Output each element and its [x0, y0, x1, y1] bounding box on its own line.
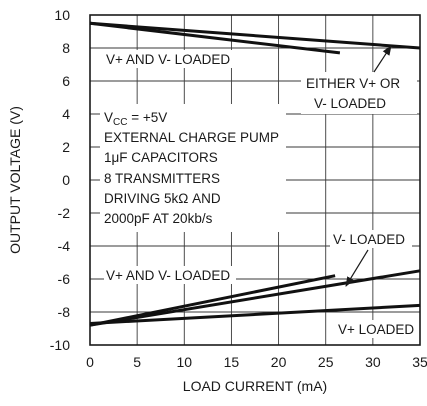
annotation-vplus-vminus-loaded-bottom: V+ AND V- LOADED	[106, 268, 230, 283]
y-tick-label: -4	[58, 238, 71, 254]
x-tick-label: 35	[412, 354, 427, 370]
x-tick-labels: 0 5 10 15 20 25 30 35	[86, 354, 427, 370]
x-tick-label: 15	[224, 354, 240, 370]
annotation-either-line1: EITHER V+ OR	[306, 76, 400, 91]
x-tick-label: 5	[133, 354, 141, 370]
series-line-1	[89, 21, 341, 55]
x-tick-label: 0	[86, 354, 94, 370]
series-line-2	[89, 21, 421, 50]
annotation-arrow-vminus	[345, 249, 369, 287]
y-axis-title: OUTPUT VOLTAGE (V)	[7, 106, 23, 254]
series-lines	[89, 21, 421, 327]
x-axis-title: LOAD CURRENT (mA)	[183, 378, 327, 394]
annotation-charge-pump: EXTERNAL CHARGE PUMP	[104, 130, 279, 145]
annotation-bg-either	[301, 72, 417, 114]
y-tick-label: -10	[50, 337, 70, 353]
annotation-2000pf: 2000pF AT 20kb/s	[104, 211, 213, 226]
annotation-driving: DRIVING 5kΩ AND	[104, 191, 221, 206]
x-tick-label: 30	[365, 354, 381, 370]
annotation-vminus-loaded: V- LOADED	[333, 232, 405, 247]
x-tick-label: 10	[176, 354, 192, 370]
x-tick-label: 25	[318, 354, 334, 370]
annotation-arrow-either	[373, 45, 392, 73]
y-tick-label: -8	[58, 304, 71, 320]
plot-frame	[89, 14, 421, 346]
series-line-4	[89, 269, 421, 327]
annotation-bg-vplus-vminus-top	[104, 50, 236, 68]
y-tick-label: 4	[62, 106, 70, 122]
y-tick-label: 2	[62, 139, 70, 155]
y-tick-label: -6	[58, 271, 71, 287]
y-tick-label: 10	[54, 7, 70, 23]
annotation-vplus-vminus-loaded-top: V+ AND V- LOADED	[106, 52, 230, 67]
annotation-bg-vplus-vminus-bottom	[104, 266, 236, 284]
annotation-either-line2: V- LOADED	[314, 96, 386, 111]
annotation-bg-vplus	[335, 320, 417, 338]
series-line-5	[89, 303, 421, 325]
x-tick-label: 20	[271, 354, 287, 370]
annotation-vplus-loaded: V+ LOADED	[338, 322, 414, 337]
y-tick-labels: 10 8 6 4 2 0 -2 -4 -6 -8 -10	[50, 7, 70, 353]
annotation-bg-vminus	[330, 230, 412, 248]
y-tick-label: 0	[62, 172, 70, 188]
y-tick-label: -2	[58, 205, 71, 221]
annotation-capacitors: 1μF CAPACITORS	[104, 150, 218, 165]
annotation-bg-conditions	[100, 104, 286, 232]
y-tick-label: 8	[62, 40, 70, 56]
annotation-transmitters: 8 TRANSMITTERS	[104, 171, 220, 186]
y-tick-label: 6	[62, 73, 70, 89]
